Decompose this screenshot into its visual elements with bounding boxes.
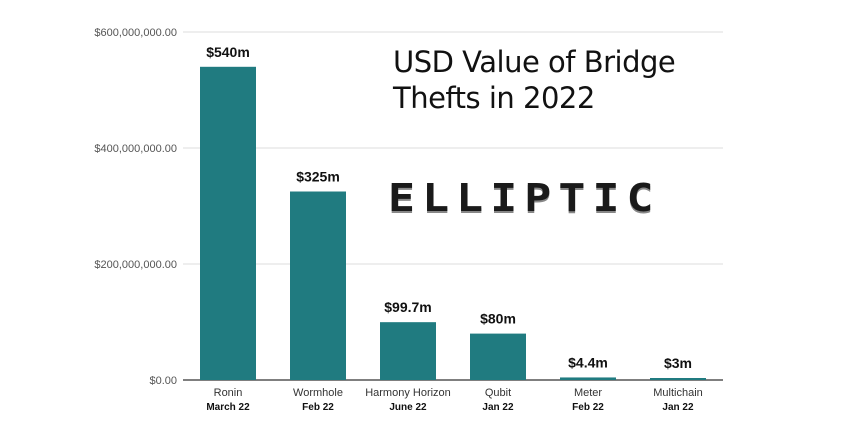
x-tick-date: Jan 22: [662, 402, 694, 413]
y-tick-label: $600,000,000.00: [94, 27, 177, 39]
x-tick-label: Meter: [574, 387, 602, 399]
x-tick-date: March 22: [206, 402, 250, 413]
bar: [290, 191, 346, 380]
y-tick-label: $200,000,000.00: [94, 259, 177, 271]
bar-value-label: $3m: [664, 355, 692, 371]
bar-value-label: $540m: [206, 44, 250, 60]
elliptic-logo: ELLIPTIC: [388, 176, 661, 220]
y-tick-label: $400,000,000.00: [94, 143, 177, 155]
bar: [200, 66, 256, 381]
x-tick-label: Multichain: [653, 387, 703, 399]
bar-value-label: $80m: [480, 311, 516, 327]
bar-value-label: $4.4m: [568, 354, 608, 370]
bars: [200, 66, 706, 381]
bar: [560, 377, 616, 380]
bar-value-label: $99.7m: [384, 299, 431, 315]
bar: [380, 322, 436, 380]
labels: $0.00 $200,000,000.00 $400,000,000.00 $600,…: [94, 27, 702, 413]
x-tick-label: Ronin: [214, 387, 243, 399]
bar-value-label: $325m: [296, 169, 340, 185]
bar: [470, 333, 526, 380]
x-tick-label: Qubit: [485, 387, 511, 399]
y-tick-label: $0.00: [149, 375, 177, 387]
chart-title: USD Value of Bridge Thefts in 2022: [393, 45, 676, 115]
x-tick-date: Feb 22: [572, 402, 604, 413]
bar: [650, 378, 706, 380]
x-tick-date: Jan 22: [482, 402, 514, 413]
x-tick-label: Harmony Horizon: [365, 387, 451, 399]
gridlines: [183, 31, 723, 381]
x-tick-date: June 22: [389, 402, 427, 413]
x-tick-label: Wormhole: [293, 387, 343, 399]
x-tick-date: Feb 22: [302, 402, 334, 413]
